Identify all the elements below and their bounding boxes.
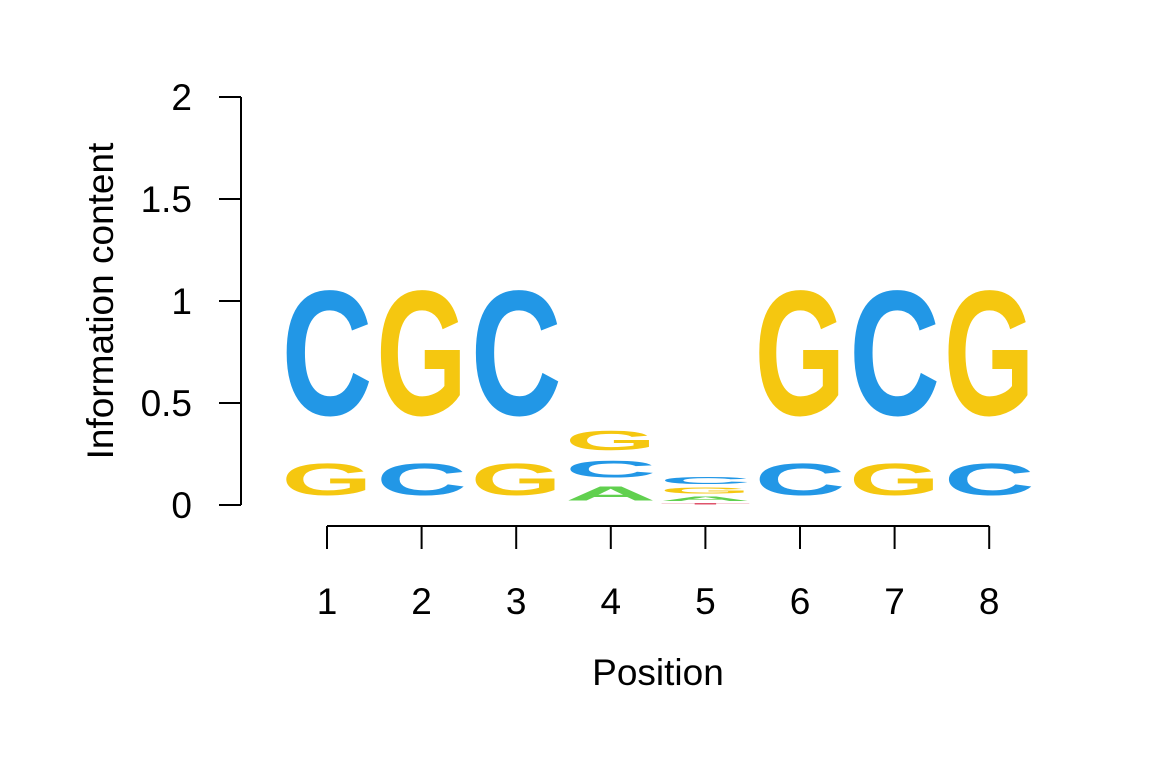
x-tick-label: 4 — [601, 581, 622, 622]
logo-letter-C-pos-6: C — [755, 454, 846, 505]
x-tick-label: 7 — [884, 581, 905, 622]
y-axis: 0 0.5 1 1.5 2 — [141, 77, 242, 526]
logo-letter-G-pos-2: G — [376, 253, 467, 453]
logo-letter-C-pos-8: C — [944, 454, 1035, 505]
y-tick-label: 0.5 — [141, 383, 192, 424]
logo-letter-G-pos-6: G — [755, 253, 846, 453]
logo-letter-G-pos-4: G — [565, 425, 656, 456]
logo-letter-T-pos-5: T — [660, 503, 751, 505]
y-axis-label: Information content — [80, 142, 121, 459]
logo-letter-A-pos-4: A — [565, 483, 656, 505]
logo-letter-C-pos-3: C — [471, 253, 562, 453]
logo-letter-G-pos-1: G — [282, 454, 373, 505]
logo-letter-C-pos-2: C — [376, 454, 467, 505]
logo-letter-G-pos-7: G — [849, 454, 940, 505]
logo-letter-C-pos-5: C — [660, 475, 751, 486]
y-tick-label: 2 — [171, 77, 192, 118]
x-axis-label: Position — [592, 652, 724, 693]
x-axis: 1 2 3 4 5 6 7 8 — [317, 525, 1000, 622]
x-tick-label: 2 — [411, 581, 432, 622]
y-tick-label: 1.5 — [141, 179, 192, 220]
logo-letter-G-pos-5: G — [660, 486, 751, 495]
x-tick-label: 8 — [979, 581, 1000, 622]
logo-letter-A-pos-5: A — [660, 495, 751, 502]
logo-letter-C-pos-4: C — [565, 456, 656, 482]
logo-letter-G-pos-3: G — [471, 454, 562, 505]
y-tick-label: 0 — [171, 485, 192, 526]
logo-letter-G-pos-8: G — [944, 253, 1035, 453]
logo-letter-C-pos-7: C — [849, 253, 940, 453]
x-tick-label: 5 — [695, 581, 716, 622]
x-tick-label: 3 — [506, 581, 527, 622]
x-tick-label: 6 — [790, 581, 811, 622]
x-tick-label: 1 — [317, 581, 338, 622]
y-tick-label: 1 — [171, 281, 192, 322]
logo-letter-C-pos-1: C — [282, 253, 373, 453]
